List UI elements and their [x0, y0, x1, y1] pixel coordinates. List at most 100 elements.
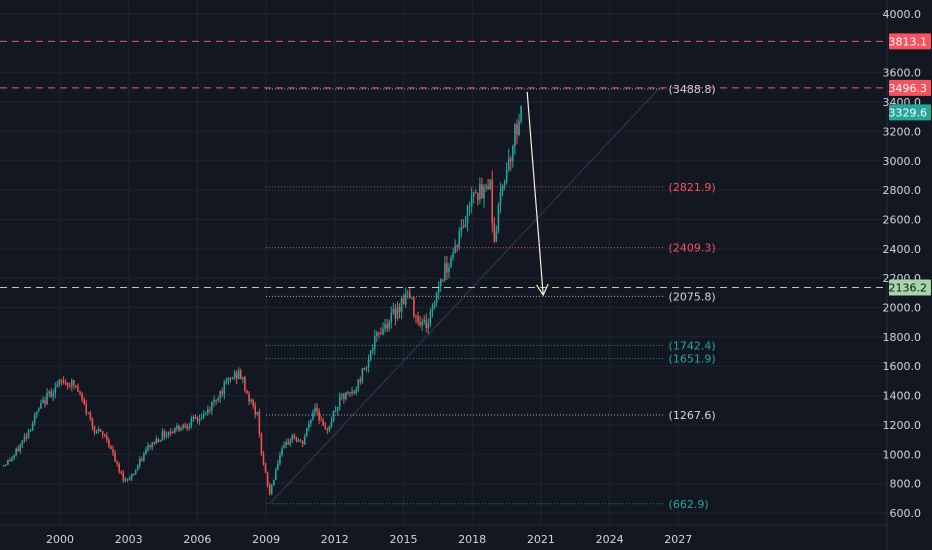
- price-tag: 3496.3: [889, 79, 931, 96]
- candle-body: [60, 380, 63, 382]
- candle-body: [369, 350, 372, 360]
- candle-body: [161, 431, 164, 441]
- candle-body: [225, 381, 228, 383]
- candle-body: [42, 399, 44, 404]
- trend-line[interactable]: [270, 87, 661, 504]
- projection-arrow[interactable]: [526, 91, 549, 297]
- candle-body: [83, 399, 85, 404]
- candle-body: [373, 336, 376, 349]
- candle-body: [77, 386, 79, 392]
- candle-body: [106, 435, 108, 440]
- candle-body: [85, 403, 88, 413]
- candle-body: [141, 458, 143, 461]
- y-tick-label: 2400.0: [883, 243, 922, 256]
- candle-body: [262, 454, 265, 464]
- candle-body: [213, 399, 215, 403]
- candle-body: [485, 185, 487, 188]
- fib-level-label: (2409.3): [669, 241, 716, 254]
- candle-body: [516, 124, 518, 135]
- candle-body: [19, 444, 22, 452]
- candle-body: [254, 405, 257, 415]
- candle-body: [139, 458, 141, 466]
- candle-body: [202, 414, 205, 418]
- candle-body: [157, 439, 160, 442]
- y-tick-label: 1400.0: [883, 390, 922, 403]
- candle-body: [446, 263, 448, 273]
- fib-level-label: (1651.9): [669, 353, 716, 366]
- candle-body: [444, 263, 446, 280]
- horizontal-lines[interactable]: [0, 40, 887, 289]
- candle-body: [250, 399, 252, 402]
- candle-body: [73, 380, 75, 385]
- candle-body: [437, 286, 440, 293]
- candle-body: [95, 431, 98, 433]
- candle-body: [386, 324, 388, 329]
- candle-body: [402, 298, 405, 305]
- candle-body: [233, 372, 236, 378]
- candle-body: [367, 359, 370, 368]
- candle-body: [454, 245, 456, 253]
- candle-body: [277, 463, 279, 470]
- candle-body: [198, 418, 201, 421]
- candle-body: [481, 183, 483, 199]
- candle-body: [376, 332, 378, 337]
- candle-body: [190, 418, 193, 427]
- candle-body: [108, 439, 110, 447]
- trend-line-segment[interactable]: [270, 87, 661, 504]
- candle-body: [363, 368, 366, 370]
- candle-body: [219, 390, 221, 399]
- y-tick-label: 1800.0: [883, 331, 922, 344]
- candle-body: [433, 302, 436, 307]
- arrow-head[interactable]: [536, 283, 549, 297]
- candle-body: [136, 465, 139, 471]
- price-tag-background: [889, 104, 931, 121]
- candle-body: [491, 180, 494, 224]
- candle-body: [493, 223, 496, 242]
- candle-body: [231, 377, 234, 379]
- candle-body: [408, 292, 411, 298]
- x-tick-label: 2006: [183, 533, 211, 546]
- candle-body: [13, 455, 15, 459]
- candle-body: [390, 312, 393, 322]
- x-tick-label: 2027: [664, 533, 692, 546]
- candle-body: [472, 192, 475, 197]
- price-tag-background: [889, 279, 931, 296]
- candle-body: [456, 245, 459, 247]
- candle-body: [378, 332, 380, 334]
- candle-body: [87, 412, 90, 414]
- candle-body: [186, 426, 189, 429]
- candle-body: [9, 459, 11, 461]
- candle-body: [441, 279, 444, 281]
- candle-body: [25, 436, 28, 438]
- arrow-shaft[interactable]: [526, 91, 544, 296]
- x-tick-label: 2003: [115, 533, 143, 546]
- candle-body: [178, 425, 180, 430]
- candle-body: [489, 180, 491, 190]
- candle-body: [188, 426, 191, 429]
- candle-body: [357, 379, 360, 390]
- candle-body: [145, 449, 147, 454]
- fib-levels[interactable]: (3488.8) (2821.9) (2409.3) (2075.8) (1742.4)…: [266, 83, 716, 511]
- candle-body: [7, 459, 9, 465]
- candle-body: [38, 408, 40, 412]
- candle-body: [487, 185, 489, 190]
- candle-body: [248, 393, 250, 402]
- price-tag-background: [889, 79, 931, 96]
- candle-body: [439, 279, 442, 287]
- fib-level-label: (2075.8): [669, 290, 716, 303]
- candle-body: [415, 315, 417, 317]
- candle-body: [110, 446, 112, 450]
- candle-body: [130, 473, 133, 480]
- candle-body: [514, 124, 516, 147]
- candle-body: [256, 412, 259, 415]
- candle-body: [388, 321, 390, 329]
- candle-body: [221, 390, 224, 394]
- price-tag-label: 2136.2: [889, 282, 928, 295]
- candle-body: [450, 257, 452, 268]
- candle-body: [227, 378, 230, 382]
- time-axis[interactable]: 2000 2003 2006 2009 2012 2015 2018 2021 2024 2027: [46, 533, 692, 546]
- y-tick-label: 2000.0: [883, 302, 922, 315]
- candle-body: [384, 324, 386, 329]
